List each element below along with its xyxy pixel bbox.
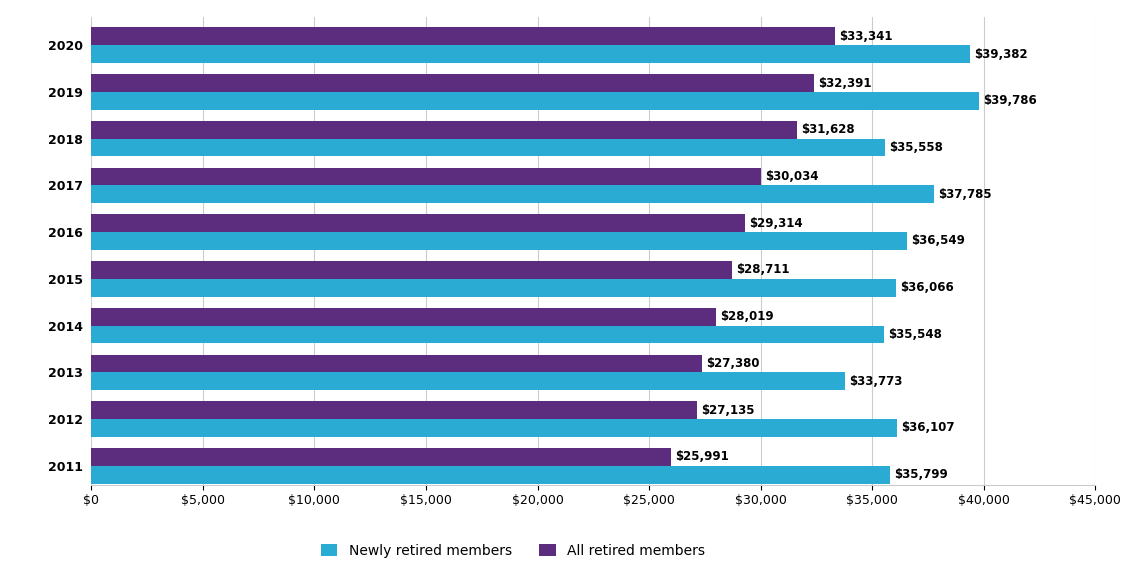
Bar — [91, 448, 671, 466]
Text: $27,380: $27,380 — [706, 357, 760, 370]
Text: $27,135: $27,135 — [701, 404, 754, 417]
Legend: Newly retired members, All retired members: Newly retired members, All retired membe… — [315, 538, 711, 563]
Text: $35,548: $35,548 — [889, 328, 942, 341]
Bar — [91, 74, 814, 92]
Text: $28,019: $28,019 — [720, 310, 774, 323]
Bar — [91, 27, 835, 45]
Text: $31,628: $31,628 — [801, 123, 855, 136]
Bar — [91, 279, 896, 296]
Bar — [91, 45, 970, 63]
Text: $25,991: $25,991 — [675, 450, 729, 463]
Bar — [91, 355, 702, 372]
Text: $33,341: $33,341 — [840, 30, 892, 43]
Bar — [91, 419, 897, 437]
Bar — [91, 121, 798, 139]
Text: $39,382: $39,382 — [974, 47, 1028, 60]
Bar — [91, 139, 884, 156]
Text: $32,391: $32,391 — [818, 76, 872, 89]
Text: $36,107: $36,107 — [901, 421, 955, 434]
Bar — [91, 401, 697, 419]
Bar — [91, 214, 745, 232]
Bar — [91, 325, 884, 343]
Text: $39,786: $39,786 — [984, 94, 1037, 107]
Text: $33,773: $33,773 — [849, 374, 903, 388]
Text: $37,785: $37,785 — [938, 188, 992, 201]
Text: $36,066: $36,066 — [900, 281, 954, 294]
Bar — [91, 92, 979, 109]
Text: $29,314: $29,314 — [750, 217, 803, 230]
Bar — [91, 232, 907, 250]
Bar — [91, 168, 761, 185]
Bar — [91, 308, 717, 325]
Text: $36,549: $36,549 — [911, 234, 964, 247]
Text: $35,558: $35,558 — [889, 141, 942, 154]
Text: $35,799: $35,799 — [895, 468, 948, 481]
Text: $28,711: $28,711 — [736, 263, 790, 276]
Text: $30,034: $30,034 — [766, 170, 819, 183]
Bar — [91, 466, 890, 483]
Bar — [91, 261, 731, 279]
Bar — [91, 372, 844, 390]
Bar — [91, 185, 934, 203]
